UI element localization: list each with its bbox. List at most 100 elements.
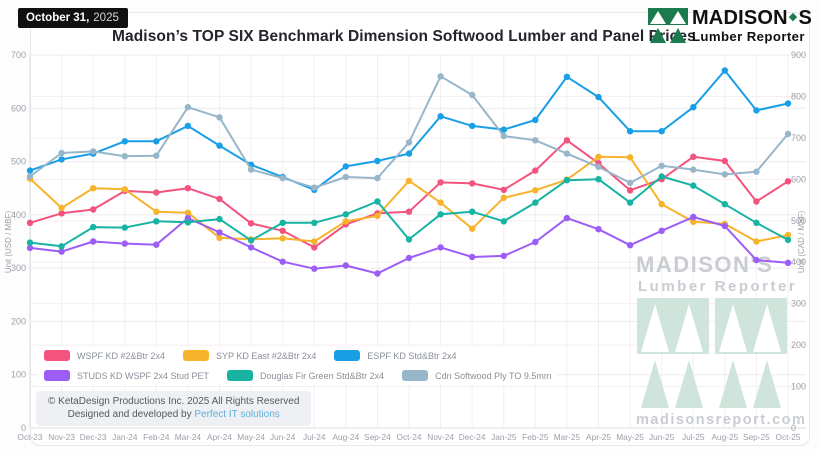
data-point[interactable]	[626, 187, 634, 194]
data-point[interactable]	[342, 173, 349, 181]
data-point[interactable]	[563, 73, 571, 81]
data-point[interactable]	[469, 208, 476, 215]
data-point[interactable]	[690, 182, 697, 189]
data-point[interactable]	[437, 244, 444, 251]
data-point[interactable]	[311, 238, 318, 245]
data-point[interactable]	[595, 163, 602, 171]
data-point[interactable]	[216, 195, 223, 203]
data-point[interactable]	[437, 179, 444, 186]
data-point[interactable]	[626, 242, 634, 249]
data-point[interactable]	[121, 240, 128, 247]
data-point[interactable]	[626, 154, 634, 161]
legend-item[interactable]: SYP KD East #2&Btr 2x4	[183, 350, 316, 361]
data-point[interactable]	[184, 209, 192, 216]
data-point[interactable]	[784, 100, 792, 107]
data-point[interactable]	[374, 157, 381, 165]
data-point[interactable]	[753, 256, 760, 264]
data-point[interactable]	[374, 198, 381, 205]
data-point[interactable]	[216, 142, 223, 149]
data-point[interactable]	[247, 244, 255, 251]
data-point[interactable]	[26, 239, 34, 246]
data-point[interactable]	[532, 167, 539, 174]
perfect-it-link[interactable]: Perfect IT solutions	[194, 409, 280, 420]
data-point[interactable]	[405, 177, 413, 184]
data-point[interactable]	[153, 138, 160, 145]
data-point[interactable]	[216, 229, 223, 236]
data-point[interactable]	[26, 219, 34, 226]
data-point[interactable]	[658, 227, 665, 234]
data-point[interactable]	[626, 179, 634, 187]
data-point[interactable]	[469, 253, 476, 261]
data-point[interactable]	[184, 185, 192, 192]
data-point[interactable]	[469, 180, 476, 187]
data-point[interactable]	[405, 254, 413, 262]
data-point[interactable]	[342, 163, 349, 170]
data-point[interactable]	[342, 262, 349, 269]
data-point[interactable]	[58, 210, 65, 217]
data-point[interactable]	[311, 219, 318, 226]
data-point[interactable]	[500, 194, 507, 201]
data-point[interactable]	[153, 218, 160, 225]
data-point[interactable]	[500, 252, 507, 260]
data-point[interactable]	[405, 208, 413, 215]
data-point[interactable]	[690, 218, 697, 225]
data-point[interactable]	[405, 139, 413, 146]
data-point[interactable]	[216, 215, 223, 223]
data-point[interactable]	[247, 220, 255, 227]
data-point[interactable]	[784, 130, 792, 138]
data-point[interactable]	[153, 208, 160, 215]
legend-item[interactable]: Cdn Softwood Ply TO 9.5mm	[402, 370, 551, 381]
data-point[interactable]	[784, 259, 792, 266]
data-point[interactable]	[90, 223, 97, 231]
data-point[interactable]	[532, 116, 539, 124]
data-point[interactable]	[721, 222, 728, 230]
data-point[interactable]	[595, 93, 602, 101]
data-point[interactable]	[26, 244, 34, 252]
data-point[interactable]	[595, 153, 602, 160]
data-point[interactable]	[721, 67, 728, 74]
data-point[interactable]	[753, 107, 760, 114]
data-point[interactable]	[58, 243, 65, 250]
data-point[interactable]	[58, 248, 65, 255]
data-point[interactable]	[90, 206, 97, 213]
data-point[interactable]	[374, 174, 381, 182]
data-point[interactable]	[721, 157, 728, 165]
data-point[interactable]	[563, 214, 571, 222]
data-point[interactable]	[532, 199, 539, 206]
data-point[interactable]	[153, 152, 160, 159]
data-point[interactable]	[690, 104, 697, 111]
data-point[interactable]	[784, 236, 792, 244]
data-point[interactable]	[563, 177, 571, 184]
legend-item[interactable]: Douglas Fir Green Std&Btr 2x4	[227, 370, 384, 381]
data-point[interactable]	[153, 241, 160, 248]
data-point[interactable]	[437, 113, 444, 120]
data-point[interactable]	[437, 199, 444, 206]
data-point[interactable]	[342, 211, 349, 218]
data-point[interactable]	[58, 156, 65, 163]
data-point[interactable]	[279, 219, 286, 226]
data-point[interactable]	[658, 128, 665, 135]
data-point[interactable]	[216, 114, 223, 121]
data-point[interactable]	[721, 201, 728, 208]
data-point[interactable]	[690, 153, 697, 160]
data-point[interactable]	[121, 224, 128, 231]
data-point[interactable]	[658, 201, 665, 208]
data-point[interactable]	[184, 122, 192, 130]
data-point[interactable]	[216, 234, 223, 241]
data-point[interactable]	[26, 167, 34, 174]
data-point[interactable]	[121, 153, 128, 160]
data-point[interactable]	[753, 168, 760, 175]
data-point[interactable]	[58, 204, 65, 212]
data-point[interactable]	[121, 138, 128, 145]
data-point[interactable]	[247, 166, 255, 173]
data-point[interactable]	[563, 137, 571, 144]
data-point[interactable]	[500, 132, 507, 140]
data-point[interactable]	[405, 150, 413, 157]
data-point[interactable]	[311, 184, 318, 191]
data-point[interactable]	[311, 244, 318, 251]
data-point[interactable]	[532, 187, 539, 194]
data-point[interactable]	[90, 185, 97, 192]
data-point[interactable]	[753, 219, 760, 226]
data-point[interactable]	[469, 225, 476, 232]
data-point[interactable]	[595, 176, 602, 183]
